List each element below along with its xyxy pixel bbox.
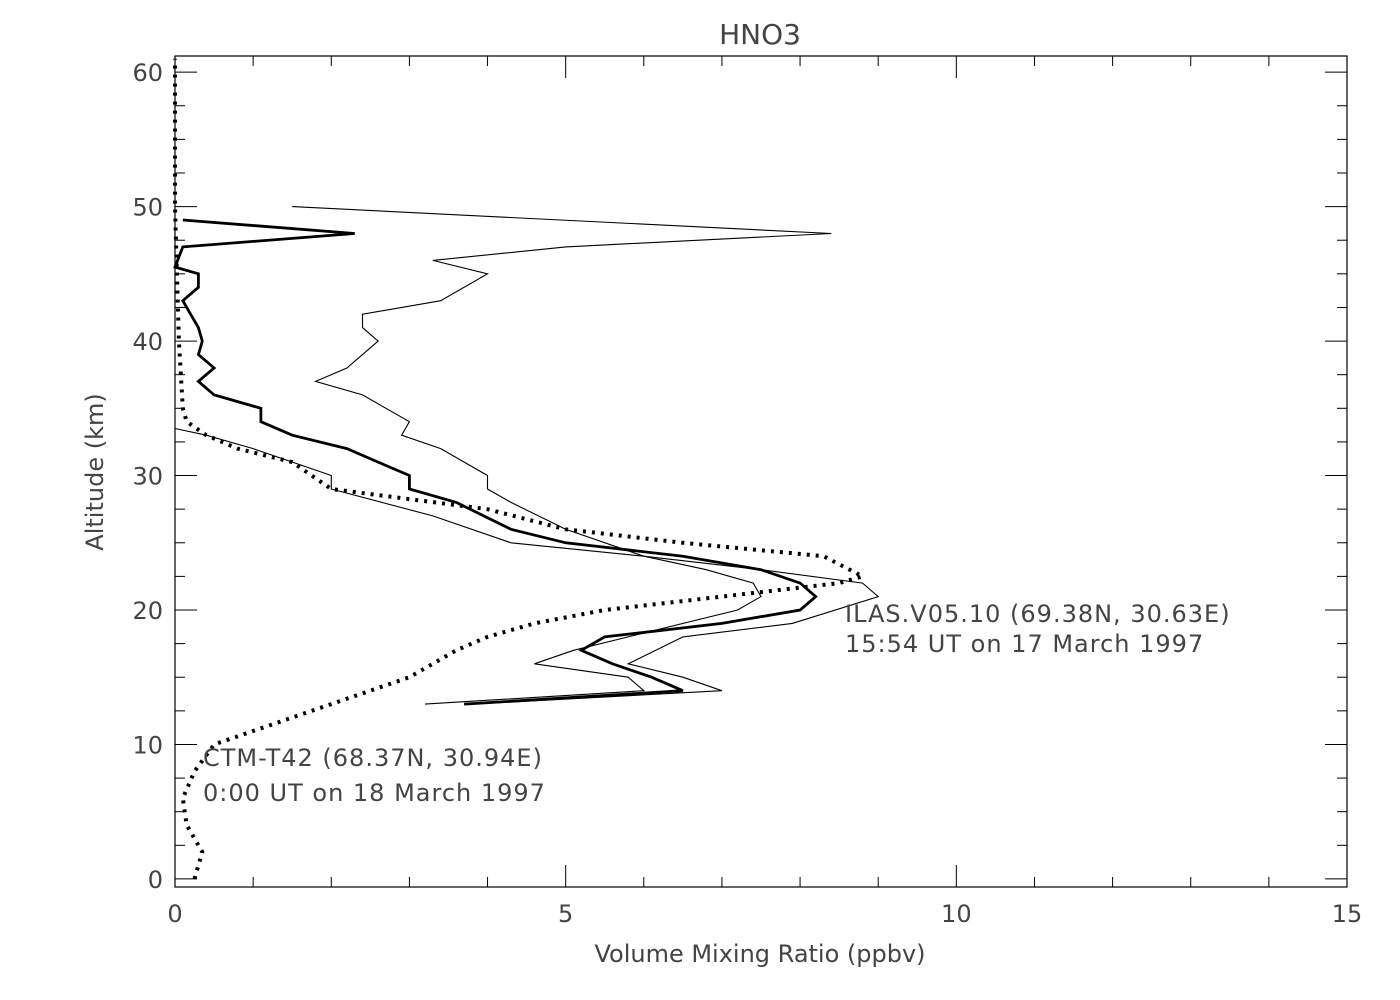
- axis-ticks: [174, 56, 1348, 887]
- y-tick-label: 30: [132, 463, 163, 491]
- ctm-annotation-line2: 0:00 UT on 18 March 1997: [203, 779, 546, 807]
- plot-frame: [174, 55, 1348, 888]
- y-tick-label: 20: [132, 597, 163, 625]
- chart-title: HNO3: [719, 18, 801, 51]
- x-tick-label: 0: [167, 900, 182, 928]
- y-tick-label: 10: [132, 731, 163, 759]
- axis-tick-labels: 0 5 10 15 0 10 20 30 40 50 60: [132, 59, 1362, 928]
- series-line-thin-solid-upper: [292, 206, 880, 705]
- series-line-dotted: [173, 58, 869, 880]
- series-line-thin-solid-lower: [174, 427, 762, 705]
- ilas-annotation-line2: 15:54 UT on 17 March 1997: [845, 630, 1204, 658]
- y-tick-label: 60: [132, 59, 163, 87]
- series-group: [173, 58, 880, 880]
- ilas-annotation-line1: ILAS.V05.10 (69.38N, 30.63E): [845, 600, 1231, 628]
- x-axis-label: Volume Mixing Ratio (ppbv): [594, 940, 925, 968]
- ctm-annotation-line1: CTM-T42 (68.37N, 30.94E): [203, 744, 543, 772]
- y-axis-label: Altitude (km): [81, 393, 109, 550]
- x-tick-label: 10: [941, 900, 972, 928]
- series-line-thick-solid: [173, 218, 818, 706]
- x-tick-label: 15: [1332, 900, 1363, 928]
- x-tick-label: 5: [558, 900, 573, 928]
- y-tick-label: 0: [148, 866, 163, 894]
- y-tick-label: 50: [132, 194, 163, 222]
- y-tick-label: 40: [132, 328, 163, 356]
